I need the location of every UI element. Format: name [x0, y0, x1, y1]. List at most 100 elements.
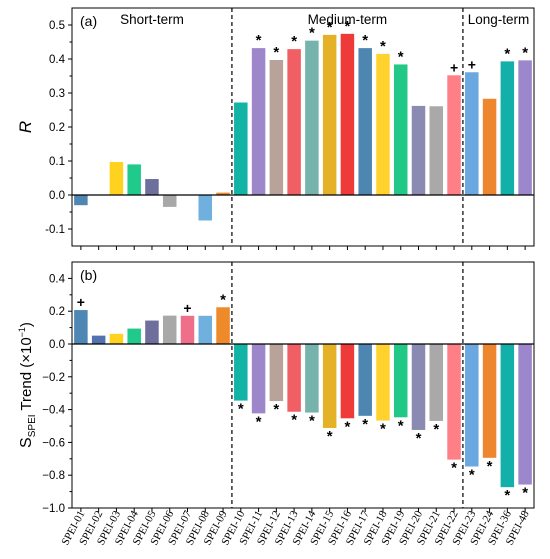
- panel-a: -0.1 0.0 0.1 0.2 0.3 0.4 0.5 * * * * * * * * * + + * * (a) Sh…: [16, 7, 535, 250]
- y-tick-label-b: 0.0: [49, 339, 65, 351]
- panel-a-frame: [71, 7, 535, 247]
- y-tick-label-a: 0.1: [49, 156, 65, 168]
- y-tick-label-a: 0.3: [49, 88, 65, 100]
- y-tick-label-a: 0.2: [49, 122, 65, 134]
- marker-a-spei-13: *: [291, 33, 297, 50]
- bar-a-spei-18: [376, 53, 390, 196]
- bar-a-spei-09: [216, 192, 230, 195]
- bar-b-spei-22: [447, 344, 461, 460]
- bar-b-spei-02: [91, 335, 106, 344]
- region-long-term: Long-term: [468, 12, 530, 27]
- bar-b-spei-11: [251, 344, 266, 414]
- marker-b-spei-16: *: [345, 418, 351, 435]
- marker-a-spei-18: *: [380, 38, 386, 55]
- bar-a-spei-23: [465, 72, 479, 195]
- bar-b-spei-15: [322, 344, 337, 428]
- marker-a-spei-16: *: [345, 18, 351, 35]
- bar-a-spei-04: [127, 164, 141, 195]
- marker-b-spei-36: *: [504, 487, 510, 504]
- x-axis-labels: SPEI-01SPEI-02SPEI-03SPEI-04SPEI-05SPEI-…: [59, 508, 532, 547]
- bar-a-spei-22: [447, 75, 461, 195]
- bar-a-spei-21: [429, 106, 444, 195]
- y-axis-title-a: R: [16, 121, 35, 133]
- panel-label-b: (b): [80, 267, 97, 283]
- y-tick-label-a: -0.1: [45, 224, 65, 236]
- bar-b-spei-23: [465, 344, 479, 467]
- bar-b-spei-36: [500, 344, 515, 488]
- bar-b-spei-13: [287, 344, 301, 412]
- marker-a-spei-17: *: [362, 32, 368, 49]
- panel-label-a: (a): [80, 13, 97, 29]
- bar-b-spei-17: [358, 344, 372, 416]
- bar-a-spei-14: [305, 40, 319, 195]
- region-short-term: Short-term: [120, 12, 184, 27]
- bar-b-spei-16: [340, 344, 355, 419]
- bar-a-spei-05: [145, 179, 159, 195]
- marker-a-spei-36: *: [504, 45, 510, 62]
- marker-b-spei-48: *: [522, 485, 528, 502]
- bar-a-spei-17: [358, 48, 372, 196]
- marker-b-spei-23: *: [469, 467, 475, 484]
- marker-a-spei-19: *: [398, 48, 404, 65]
- bar-a-spei-01: [74, 195, 88, 206]
- bar-a-spei-06: [162, 195, 177, 207]
- marker-b-spei-13: *: [291, 412, 297, 429]
- bar-a-spei-16: [340, 33, 355, 196]
- bar-b-spei-10: [234, 344, 248, 401]
- bar-a-spei-10: [234, 102, 248, 195]
- marker-a-spei-14: *: [309, 25, 315, 42]
- bar-b-spei-14: [305, 344, 319, 413]
- bar-b-spei-07: [180, 315, 195, 344]
- marker-b-spei-12: *: [273, 401, 279, 418]
- bar-a-spei-12: [269, 60, 284, 195]
- bar-a-spei-20: [411, 105, 426, 195]
- bar-a-spei-24: [482, 98, 497, 195]
- bar-b-spei-04: [127, 328, 141, 344]
- marker-a-spei-12: *: [273, 44, 279, 61]
- bar-b-spei-20: [411, 344, 426, 430]
- bar-b-spei-21: [429, 344, 444, 421]
- bar-b-spei-12: [269, 344, 284, 402]
- y-tick-label-b: −0.6: [42, 437, 65, 449]
- y-tick-label-b: −0.4: [42, 405, 65, 417]
- y-tick-label-b: −0.8: [42, 470, 65, 482]
- marker-b-spei-07: +: [183, 300, 191, 316]
- marker-b-spei-20: *: [416, 430, 422, 447]
- bar-a-spei-08: [198, 195, 213, 221]
- bar-a-spei-15: [322, 34, 337, 195]
- marker-b-spei-01: +: [77, 294, 85, 310]
- bar-a-spei-03: [109, 162, 124, 195]
- bar-a-spei-11: [251, 48, 266, 196]
- panel-b: −1.0 −0.8 −0.6 −0.4 −0.2 0.0 0.2 0.4 + + * * * * * * * * *…: [17, 261, 535, 515]
- bar-b-spei-05: [145, 320, 159, 344]
- region-medium-term: Medium-term: [308, 12, 388, 27]
- marker-b-spei-21: *: [433, 421, 439, 438]
- bar-b-spei-06: [162, 315, 177, 344]
- bar-a-spei-48: [518, 60, 532, 195]
- marker-b-spei-19: *: [398, 417, 404, 434]
- marker-a-spei-15: *: [327, 19, 333, 36]
- bar-b-spei-08: [198, 315, 213, 344]
- y-tick-label-a: 0.0: [49, 190, 65, 202]
- bar-b-spei-18: [376, 344, 390, 421]
- y-tick-label-b: −1.0: [42, 503, 65, 515]
- y-tick-label-b: 0.2: [49, 306, 65, 318]
- marker-a-spei-11: *: [256, 32, 262, 49]
- marker-a-spei-48: *: [522, 44, 528, 61]
- bar-b-spei-09: [216, 307, 230, 344]
- marker-b-spei-09: *: [220, 291, 226, 308]
- bar-b-spei-03: [109, 333, 124, 344]
- bar-b-spei-19: [393, 344, 408, 418]
- bar-a-spei-13: [287, 49, 301, 195]
- panel-b-frame: [71, 261, 535, 509]
- y-tick-label-a: 0.5: [49, 20, 65, 32]
- bar-b-spei-01: [74, 310, 88, 344]
- marker-b-spei-22: *: [451, 460, 457, 477]
- marker-a-spei-23: +: [468, 56, 476, 72]
- y-tick-label-a: 0.4: [49, 54, 66, 66]
- marker-b-spei-18: *: [380, 421, 386, 438]
- y-axis-title-b: SSPEI Trend (×10−1): [17, 322, 38, 448]
- bar-a-spei-19: [393, 64, 408, 195]
- marker-b-spei-14: *: [309, 413, 315, 430]
- y-tick-label-b: 0.4: [49, 273, 66, 285]
